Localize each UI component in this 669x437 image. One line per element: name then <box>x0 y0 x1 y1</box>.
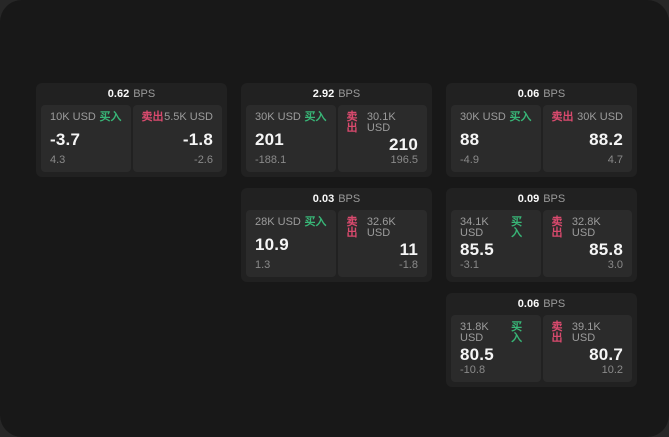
buy-delta: -3.1 <box>460 259 479 271</box>
sell-quote-cell[interactable]: 卖出 39.1K USD 80.7 10.2 <box>542 315 632 382</box>
spread-header: 0.62 BPS <box>41 83 222 105</box>
buy-label: 买入 <box>304 216 327 228</box>
buy-quote-cell[interactable]: 31.8K USD 买入 80.5 -10.8 <box>451 315 541 382</box>
spread-unit-label: BPS <box>338 88 361 100</box>
buy-quote-cell[interactable]: 30K USD 买入 88 -4.9 <box>451 105 541 172</box>
buy-amount: 30K USD <box>460 111 506 123</box>
buy-label: 买入 <box>304 111 327 123</box>
buy-amount: 34.1K USD <box>460 216 489 239</box>
spread-unit-label: BPS <box>543 193 566 205</box>
buy-quote-cell[interactable]: 10K USD 买入 -3.7 4.3 <box>41 105 131 172</box>
sell-delta: 4.7 <box>607 154 623 166</box>
buy-delta: 1.3 <box>255 259 271 271</box>
spread-value: 0.62 <box>107 88 130 100</box>
quote-card: 0.06 BPS 30K USD 买入 88 -4.9 卖出 30K USD <box>446 83 637 177</box>
sell-price: 88.2 <box>589 129 623 149</box>
sell-label: 卖出 <box>551 216 563 239</box>
sell-amount: 30K USD <box>577 111 623 123</box>
spread-header: 0.06 BPS <box>451 293 632 315</box>
sell-price: -1.8 <box>182 129 213 149</box>
spread-value: 0.06 <box>517 88 540 100</box>
spread-value: 0.03 <box>312 193 335 205</box>
spread-header: 0.06 BPS <box>451 83 632 105</box>
sell-price: 85.8 <box>589 240 623 259</box>
spread-value: 2.92 <box>312 88 335 100</box>
quote-card: 0.03 BPS 28K USD 买入 10.9 1.3 卖出 32.6K US… <box>241 188 432 282</box>
buy-delta: -188.1 <box>255 154 287 166</box>
buy-price: 201 <box>255 129 284 149</box>
spread-value: 0.09 <box>517 193 540 205</box>
quote-card: 2.92 BPS 30K USD 买入 201 -188.1 卖出 30.1K … <box>241 83 432 177</box>
sell-quote-cell[interactable]: 卖出 32.8K USD 85.8 3.0 <box>542 210 632 277</box>
sell-amount: 30.1K USD <box>366 111 396 134</box>
sell-amount: 32.8K USD <box>571 216 601 239</box>
sell-quote-cell[interactable]: 卖出 32.6K USD 11 -1.8 <box>337 210 427 277</box>
sell-quote-cell[interactable]: 卖出 5.5K USD -1.8 -2.6 <box>132 105 222 172</box>
sell-label: 卖出 <box>141 111 164 123</box>
buy-price: 10.9 <box>255 234 289 254</box>
quote-card: 0.09 BPS 34.1K USD 买入 85.5 -3.1 卖出 32.8K… <box>446 188 637 282</box>
spread-unit-label: BPS <box>543 298 566 310</box>
buy-delta: 4.3 <box>50 154 66 166</box>
buy-price: 80.5 <box>460 345 494 364</box>
sell-price: 80.7 <box>589 345 623 364</box>
spread-unit-label: BPS <box>133 88 156 100</box>
buy-label: 买入 <box>511 321 523 344</box>
quote-cards-grid: 0.62 BPS 10K USD 买入 -3.7 4.3 卖出 5.5K USD <box>36 83 637 387</box>
sell-delta: -1.8 <box>399 259 418 271</box>
buy-label: 买入 <box>99 111 122 123</box>
buy-label: 买入 <box>509 111 532 123</box>
quote-card: 0.06 BPS 31.8K USD 买入 80.5 -10.8 卖出 39.1… <box>446 293 637 387</box>
buy-quote-cell[interactable]: 30K USD 买入 201 -188.1 <box>246 105 336 172</box>
buy-quote-cell[interactable]: 34.1K USD 买入 85.5 -3.1 <box>451 210 541 277</box>
sell-label: 卖出 <box>346 216 358 239</box>
spread-header: 0.03 BPS <box>246 188 427 210</box>
sell-delta: 3.0 <box>607 259 623 271</box>
sell-quote-cell[interactable]: 卖出 30K USD 88.2 4.7 <box>542 105 632 172</box>
sell-delta: -2.6 <box>194 154 213 166</box>
buy-delta: -4.9 <box>460 154 479 166</box>
sell-price: 210 <box>389 135 418 154</box>
sell-amount: 5.5K USD <box>164 111 213 123</box>
spread-header: 2.92 BPS <box>246 83 427 105</box>
spread-header: 0.09 BPS <box>451 188 632 210</box>
buy-price: 88 <box>460 129 480 149</box>
spread-unit-label: BPS <box>543 88 566 100</box>
sell-quote-cell[interactable]: 卖出 30.1K USD 210 196.5 <box>337 105 427 172</box>
buy-amount: 28K USD <box>255 216 301 228</box>
buy-amount: 31.8K USD <box>460 321 489 344</box>
spread-unit-label: BPS <box>338 193 361 205</box>
buy-delta: -10.8 <box>460 364 486 376</box>
buy-amount: 10K USD <box>50 111 96 123</box>
sell-amount: 32.6K USD <box>366 216 396 239</box>
buy-quote-cell[interactable]: 28K USD 买入 10.9 1.3 <box>246 210 336 277</box>
sell-price: 11 <box>399 240 418 259</box>
quote-card: 0.62 BPS 10K USD 买入 -3.7 4.3 卖出 5.5K USD <box>36 83 227 177</box>
sell-label: 卖出 <box>551 111 574 123</box>
buy-label: 买入 <box>511 216 523 239</box>
sell-amount: 39.1K USD <box>571 321 601 344</box>
sell-label: 卖出 <box>551 321 563 344</box>
buy-price: -3.7 <box>50 129 81 149</box>
sell-label: 卖出 <box>346 111 358 134</box>
buy-amount: 30K USD <box>255 111 301 123</box>
sell-delta: 10.2 <box>601 364 623 376</box>
sell-delta: 196.5 <box>390 154 418 166</box>
buy-price: 85.5 <box>460 240 494 259</box>
spread-value: 0.06 <box>517 298 540 310</box>
